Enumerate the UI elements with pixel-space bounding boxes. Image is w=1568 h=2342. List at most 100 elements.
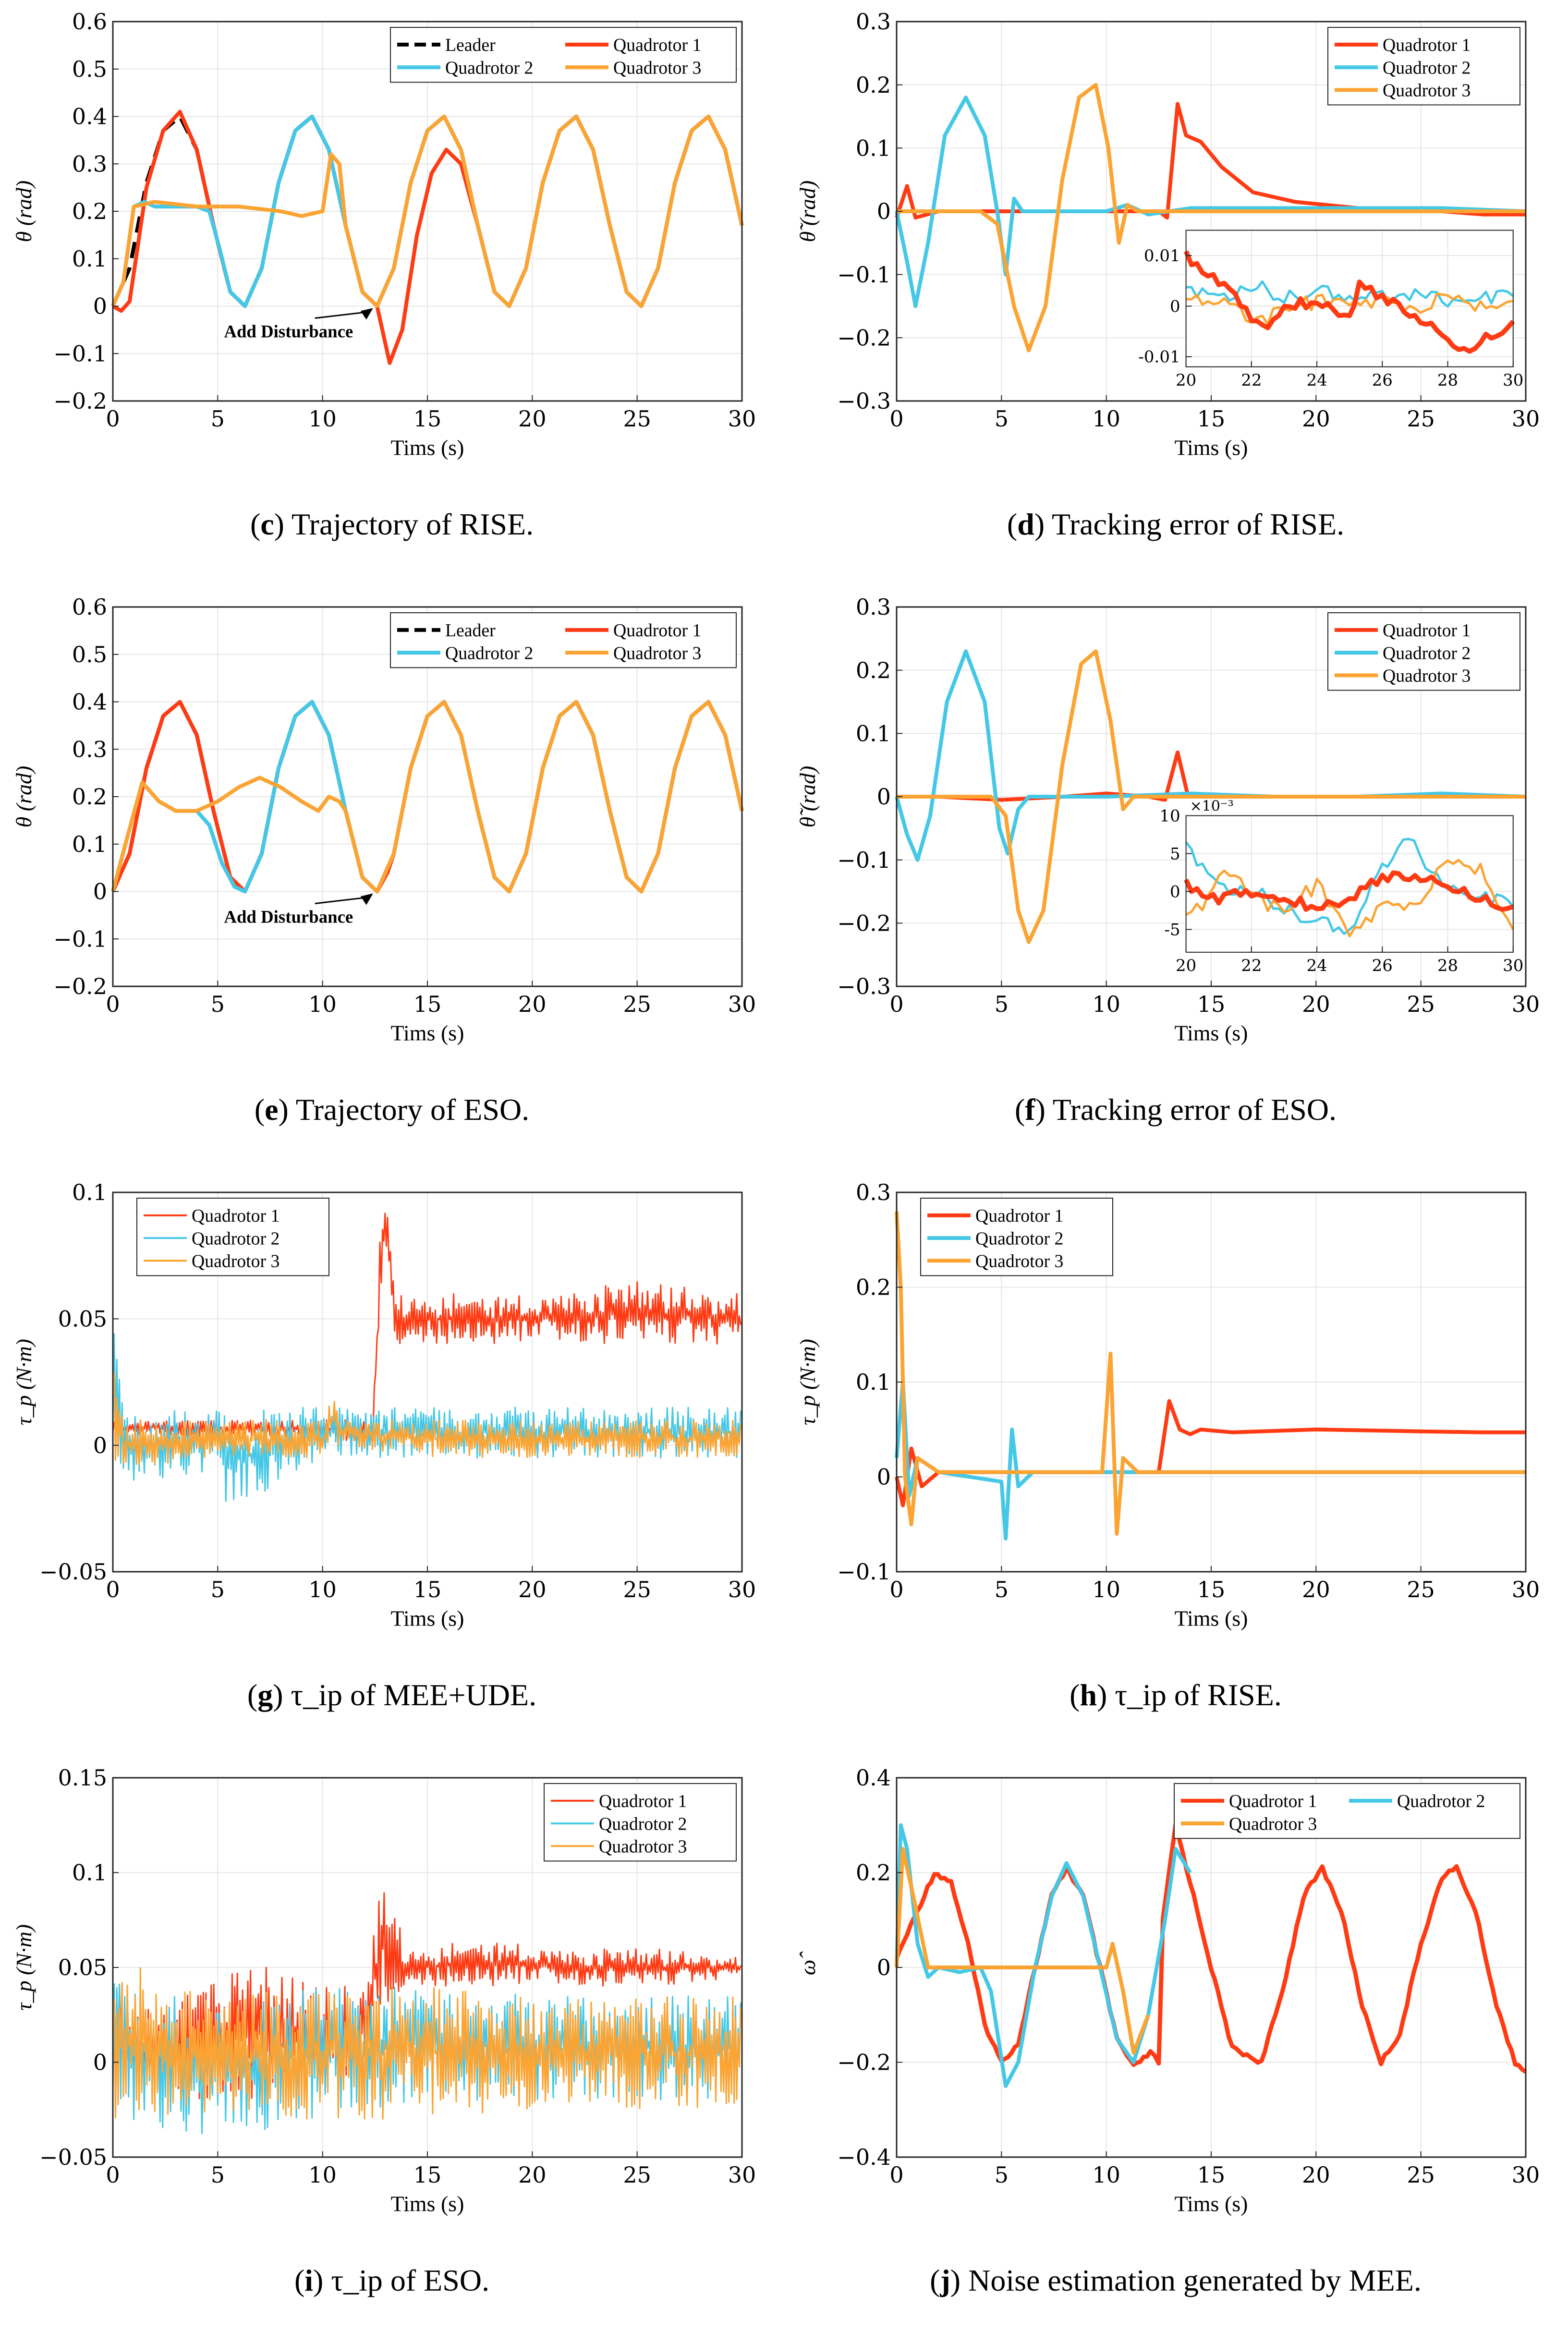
xtick-label-1: 5	[211, 406, 225, 432]
xtick-label-3: 15	[1197, 2162, 1226, 2188]
ytick-label-4: 0.2	[72, 784, 107, 810]
inset-exponent-label: ×10⁻³	[1190, 798, 1234, 815]
x-axis-label: Tims (s)	[391, 436, 464, 460]
xtick-label-4: 20	[1302, 2162, 1330, 2188]
ytick-label-1: 0	[93, 1432, 107, 1458]
xtick-label-1: 5	[211, 991, 225, 1017]
xtick-label-4: 28	[1437, 956, 1458, 975]
xtick-label-3: 15	[1197, 991, 1226, 1017]
x-axis-label: Tims (s)	[1175, 436, 1248, 460]
xtick-label-0: 20	[1176, 371, 1196, 390]
panel-h: 0 5 10 15 20 25 30 −0.1 0 0.1 0.2 0.3 Quadrotor 1 Qua…	[784, 1171, 1568, 1756]
xtick-label-0: 0	[889, 1577, 903, 1602]
ytick-label-7: 0.5	[72, 642, 107, 667]
y-axis-label: ω̂	[795, 1951, 820, 1975]
ytick-label-1: −0.2	[837, 2050, 891, 2075]
ytick-label-3: 0.1	[72, 1860, 107, 1886]
legend-label-quadrotor1: Quadrotor 1	[1383, 620, 1471, 641]
caption-f: (f) Tracking error of ESO.	[1014, 1092, 1337, 1127]
ytick-label-2: 0.1	[856, 1369, 891, 1395]
ytick-label-2: 0	[93, 879, 107, 905]
ytick-label-6: 0.4	[72, 104, 107, 130]
xtick-label-5: 25	[1407, 991, 1435, 1017]
ytick-label-8: 0.6	[72, 594, 107, 620]
xtick-label-1: 22	[1241, 956, 1262, 975]
legend-label-quadrotor1: Quadrotor 1	[1229, 1791, 1317, 1811]
xtick-label-0: 0	[889, 2162, 903, 2188]
y-axis-label: τ_p (N·m)	[12, 1339, 36, 1425]
xtick-label-1: 5	[995, 991, 1009, 1017]
legend: Leader Quadrotor 1 Quadrotor 2 Quadrotor 3	[390, 612, 737, 668]
ytick-label-4: 0.2	[72, 198, 107, 224]
ytick-label-1: 0	[93, 2050, 107, 2075]
ytick-label-2: 0	[877, 1954, 891, 1980]
y-axis-label: τ_p (N·m)	[12, 1924, 36, 2011]
caption-g: (g) τ_ip of MEE+UDE.	[247, 1678, 537, 1712]
xtick-label-2: 10	[1092, 406, 1120, 432]
ytick-label-1: −0.2	[837, 910, 891, 936]
ytick-label-3: 0	[877, 198, 891, 224]
xtick-label-3: 26	[1372, 371, 1393, 390]
legend-label-leader: Leader	[445, 35, 496, 55]
legend-label-quadrotor2: Quadrotor 2	[1383, 58, 1471, 78]
ytick-label-2: 5	[1170, 844, 1180, 863]
caption-j: (j) Noise estimation generated by MEE.	[930, 2263, 1422, 2297]
ytick-label-3: 0.1	[72, 831, 107, 857]
axes-frame	[1185, 815, 1514, 953]
xtick-label-3: 15	[413, 991, 442, 1017]
xtick-label-6: 30	[728, 1577, 756, 1602]
xtick-label-5: 30	[1503, 956, 1523, 975]
ytick-label-4: 0.4	[856, 1765, 891, 1791]
ytick-label-5: 0.3	[72, 151, 107, 177]
xtick-label-5: 25	[623, 2162, 651, 2188]
legend-label-quadrotor1: Quadrotor 1	[1383, 35, 1471, 55]
xtick-label-6: 30	[728, 991, 756, 1017]
ytick-label-6: 0.4	[72, 689, 107, 715]
legend-label-quadrotor2: Quadrotor 2	[192, 1228, 280, 1249]
xtick-label-4: 20	[518, 991, 547, 1017]
x-axis-label: Tims (s)	[1175, 2192, 1248, 2216]
annotation-arrow	[315, 897, 369, 904]
y-axis-label: τ_p (N·m)	[795, 1339, 820, 1425]
xtick-label-4: 20	[1302, 991, 1330, 1017]
legend-box	[136, 1198, 329, 1276]
xtick-label-4: 20	[518, 406, 547, 432]
caption-i: (i) τ_ip of ESO.	[294, 2263, 490, 2297]
panel-d: 0 5 10 15 20 25 30 −0.3 −0.2 −0.1 0 0.1 0.2 0.3 20 22 24…	[784, 0, 1568, 585]
xtick-label-2: 10	[1092, 2162, 1120, 2188]
xtick-label-5: 25	[1407, 1577, 1435, 1602]
legend-label-quadrotor1: Quadrotor 1	[613, 620, 701, 641]
annotation-arrowhead	[360, 308, 373, 320]
legend-box	[544, 1783, 737, 1862]
xtick-label-0: 0	[106, 991, 120, 1017]
xtick-label-2: 10	[308, 1577, 337, 1602]
ytick-label-3: 10	[1159, 806, 1180, 825]
series-quadrotor3	[897, 83, 1526, 352]
legend-label-quadrotor2: Quadrotor 2	[1397, 1791, 1485, 1811]
inset-series-quadrotor2	[1186, 280, 1514, 308]
series-quadrotor3	[895, 1847, 1150, 2055]
ytick-label-3: 0	[877, 784, 891, 810]
xtick-label-2: 24	[1306, 956, 1327, 975]
xtick-label-6: 30	[1512, 991, 1540, 1017]
xtick-label-0: 20	[1176, 956, 1196, 975]
legend-label-quadrotor1: Quadrotor 1	[613, 35, 701, 55]
caption-e: (e) Trajectory of ESO.	[254, 1092, 530, 1127]
ytick-label-1: −0.2	[837, 325, 891, 351]
series-quadrotor1	[894, 1823, 1527, 2074]
xtick-label-5: 25	[1407, 2162, 1435, 2188]
series-quadrotor3	[111, 114, 744, 308]
ytick-label-0: −0.05	[39, 2144, 107, 2170]
xtick-label-4: 20	[518, 1577, 547, 1602]
caption-d: (d) Tracking error of RISE.	[1007, 507, 1345, 541]
ytick-label-0: −0.3	[837, 973, 891, 999]
ytick-label-1: 0	[1170, 297, 1180, 316]
chart-d: 0 5 10 15 20 25 30−0.3−0.2−0.100.10.20.320 22 24…	[795, 9, 1540, 460]
xtick-label-3: 15	[1197, 1577, 1226, 1602]
xtick-label-5: 25	[623, 991, 651, 1017]
ytick-label-0: −0.1	[837, 1559, 891, 1585]
legend-box	[390, 27, 737, 83]
